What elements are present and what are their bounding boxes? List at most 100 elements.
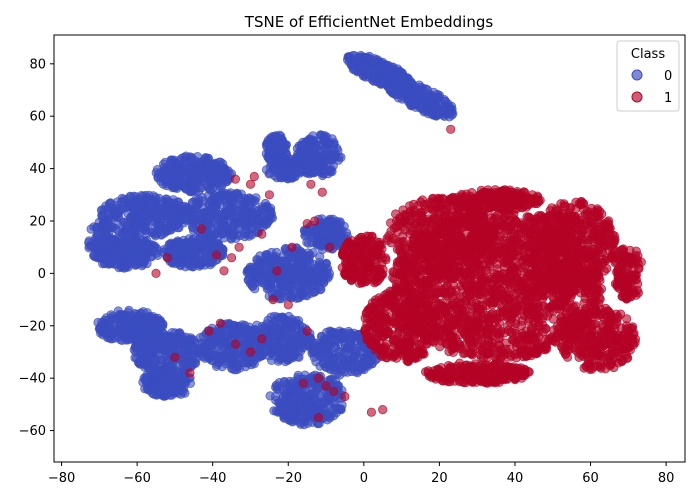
point-class-0 — [84, 243, 94, 253]
point-class-0 — [324, 228, 334, 238]
point-class-0 — [207, 340, 217, 350]
point-class-0 — [270, 347, 280, 357]
point-class-0 — [254, 214, 264, 224]
point-class-0 — [145, 247, 155, 257]
point-class-0 — [271, 136, 281, 146]
point-class-0 — [261, 265, 271, 275]
point-class-0 — [298, 273, 308, 283]
point-class-0 — [293, 292, 303, 303]
point-class-0 — [351, 55, 361, 66]
point-class-0 — [309, 395, 319, 405]
point-class-0 — [186, 334, 196, 344]
point-class-0 — [138, 359, 148, 369]
point-class-0 — [308, 137, 318, 148]
point-class-0 — [321, 258, 331, 269]
point-class-0 — [278, 145, 288, 155]
point-class-0 — [160, 170, 170, 180]
point-class-0 — [315, 361, 325, 371]
point-class-0 — [321, 157, 331, 168]
point-class-0 — [265, 207, 275, 217]
chart-title: TSNE of EfficientNet Embeddings — [244, 13, 494, 31]
point-class-0 — [314, 350, 324, 361]
point-class-0 — [302, 411, 312, 421]
point-class-0 — [142, 215, 152, 226]
point-class-0 — [225, 352, 235, 362]
point-class-0 — [430, 105, 441, 115]
point-class-0 — [257, 204, 268, 214]
point-class-0 — [198, 351, 208, 362]
point-class-0 — [246, 360, 256, 370]
point-class-0 — [160, 157, 170, 167]
point-class-0 — [191, 203, 201, 214]
point-class-0 — [106, 327, 116, 337]
point-class-0 — [219, 217, 229, 227]
point-class-0 — [164, 239, 174, 250]
point-class-0 — [196, 233, 206, 243]
point-class-0 — [378, 63, 388, 73]
point-class-0 — [284, 316, 294, 326]
point-class-0 — [409, 100, 419, 110]
point-class-0 — [319, 277, 329, 287]
point-class-0 — [238, 357, 249, 368]
point-class-0 — [213, 209, 223, 220]
point-class-0 — [324, 334, 334, 344]
point-class-0 — [257, 278, 267, 288]
point-class-0 — [193, 216, 203, 226]
point-class-0 — [137, 254, 147, 264]
point-class-0 — [133, 198, 143, 208]
point-class-0 — [112, 219, 122, 229]
point-class-0 — [170, 183, 180, 193]
point-class-0 — [217, 361, 227, 372]
point-class-0 — [156, 355, 166, 365]
point-class-0 — [369, 68, 379, 78]
points-layer — [84, 50, 646, 430]
point-class-0 — [180, 262, 191, 272]
point-class-0 — [158, 383, 168, 393]
point-class-0 — [142, 196, 152, 206]
point-class-0 — [355, 347, 366, 357]
point-class-0 — [268, 256, 278, 266]
point-class-0 — [296, 160, 306, 170]
point-class-0 — [164, 340, 174, 350]
point-class-0 — [185, 175, 195, 185]
point-class-0 — [213, 169, 223, 179]
point-class-0 — [329, 139, 339, 149]
point-class-0 — [286, 167, 297, 177]
point-class-0 — [328, 405, 338, 415]
point-class-0 — [267, 338, 277, 348]
point-class-0 — [232, 189, 242, 200]
point-class-0 — [287, 346, 297, 356]
point-class-0 — [385, 83, 395, 94]
point-class-0 — [288, 329, 298, 339]
point-class-0 — [121, 202, 132, 212]
point-class-0 — [252, 254, 262, 265]
point-class-0 — [221, 329, 231, 339]
point-class-0 — [394, 88, 405, 99]
point-class-0 — [296, 339, 307, 350]
point-class-0 — [333, 222, 343, 232]
point-class-0 — [157, 318, 167, 329]
point-class-0 — [121, 222, 131, 232]
point-class-0 — [145, 312, 155, 322]
point-class-0 — [92, 251, 102, 261]
point-class-0 — [372, 55, 383, 65]
point-class-0 — [398, 80, 409, 90]
point-class-0 — [246, 278, 257, 288]
point-class-0 — [277, 287, 287, 297]
point-class-0 — [284, 154, 295, 164]
point-class-0 — [209, 159, 219, 169]
point-class-0 — [296, 258, 306, 268]
point-class-0 — [279, 413, 289, 423]
point-class-0 — [131, 318, 141, 328]
point-class-0 — [216, 354, 226, 364]
point-class-0 — [155, 221, 165, 231]
point-class-0 — [420, 106, 430, 116]
point-class-0 — [126, 233, 137, 243]
point-class-0 — [219, 342, 229, 353]
point-class-0 — [132, 218, 142, 228]
point-class-0 — [125, 191, 135, 201]
point-class-0 — [416, 89, 426, 99]
point-class-0 — [121, 332, 132, 342]
point-class-0 — [239, 212, 249, 222]
point-class-0 — [288, 393, 298, 403]
